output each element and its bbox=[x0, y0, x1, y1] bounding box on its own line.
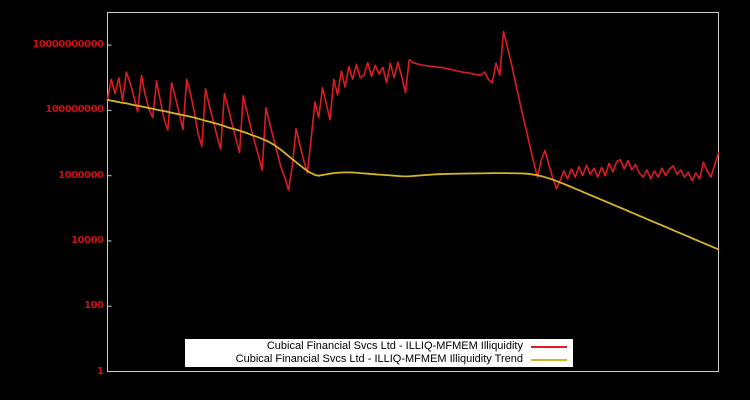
series-line-illiquidity-trend bbox=[106, 98, 720, 251]
y-axis-tick-label: 100 bbox=[84, 300, 104, 312]
legend-entry-label: Cubical Financial Svcs Ltd - ILLIQ-MFMEM… bbox=[235, 353, 523, 365]
legend-entry-label: Cubical Financial Svcs Ltd - ILLIQ-MFMEM… bbox=[266, 340, 523, 352]
legend-color-swatch bbox=[531, 345, 567, 348]
axis-frame bbox=[107, 12, 719, 372]
legend-color-swatch bbox=[531, 358, 567, 361]
y-axis-tick-label: 10000000000 bbox=[32, 39, 104, 51]
series-layer bbox=[106, 30, 720, 251]
y-axis-tick-label: 1000000 bbox=[58, 169, 104, 181]
y-axis-tick-label: 10000 bbox=[71, 234, 104, 246]
series-line-illiquidity bbox=[106, 30, 720, 191]
y-axis-tick-label: 1 bbox=[97, 365, 104, 377]
plot-frame bbox=[107, 12, 719, 372]
chart-legend: Cubical Financial Svcs Ltd - ILLIQ-MFMEM… bbox=[185, 339, 573, 367]
legend-entry[interactable]: Cubical Financial Svcs Ltd - ILLIQ-MFMEM… bbox=[185, 353, 573, 366]
legend-entry[interactable]: Cubical Financial Svcs Ltd - ILLIQ-MFMEM… bbox=[185, 340, 573, 353]
y-axis-tick-label: 100000000 bbox=[45, 104, 104, 116]
